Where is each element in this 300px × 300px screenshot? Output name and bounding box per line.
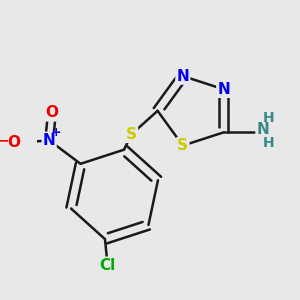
Text: −: − <box>0 133 9 147</box>
Text: N: N <box>176 68 189 83</box>
Text: N: N <box>217 82 230 97</box>
Text: N: N <box>43 133 56 148</box>
Text: Cl: Cl <box>100 258 116 273</box>
Text: H: H <box>262 136 274 150</box>
Text: S: S <box>126 127 137 142</box>
Text: H: H <box>262 111 274 125</box>
Text: O: O <box>45 105 58 120</box>
Text: +: + <box>50 127 61 140</box>
Text: S: S <box>177 138 188 153</box>
Text: O: O <box>8 135 20 150</box>
Text: N: N <box>256 122 269 137</box>
